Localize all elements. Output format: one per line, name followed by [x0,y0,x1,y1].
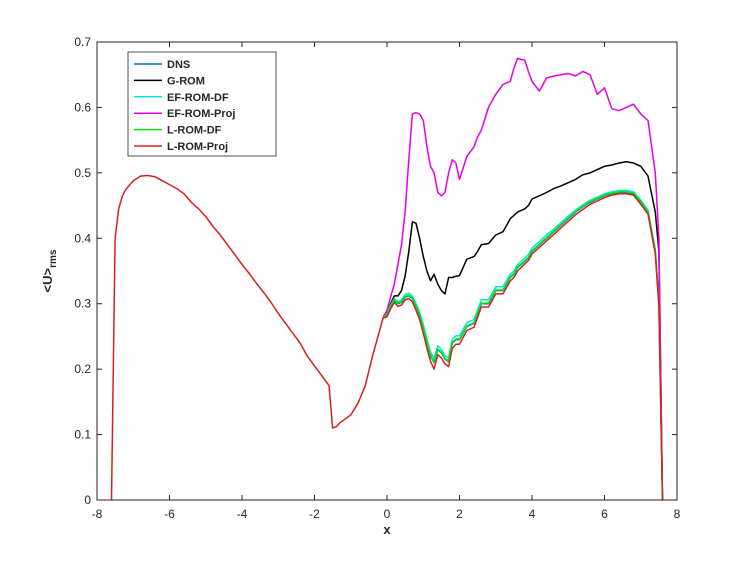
legend-label-l-rom-df: L-ROM-DF [167,125,222,137]
x-tick-label: 8 [674,507,681,521]
x-tick-label: 4 [529,507,536,521]
x-axis: -8 -6 -4 -2 0 2 4 6 8 [92,42,681,521]
legend-label-dns: DNS [167,59,190,71]
legend-box [127,51,277,157]
series-layer [110,57,664,501]
legend-label-ef-rom-proj: EF-ROM-Proj [167,108,235,120]
x-tick-label: 0 [384,507,391,521]
x-tick-label: 6 [601,507,608,521]
y-tick-label: 0.3 [74,297,91,311]
series-line-ef-rom-df [383,189,664,501]
x-tick-label: -8 [92,507,103,521]
y-tick-label: 0.5 [74,166,91,180]
y-tick-label: 0.7 [74,35,91,49]
legend-items: DNS G-ROM EF-ROM-DF EF-ROM-Proj L-ROM-DF L-RO… [134,59,235,153]
series-line-l-rom-proj [383,193,664,501]
y-tick-label: 0.6 [74,100,91,114]
series-line-ef-rom-proj [382,57,664,501]
y-tick-label: 0.4 [74,231,91,245]
legend-label-l-rom-proj: L-ROM-Proj [167,141,228,153]
x-tick-label: -4 [237,507,248,521]
series-line-g-rom [382,160,664,501]
x-axis-label: x [383,522,391,537]
y-axis-label-main: <U> [40,267,55,292]
series-line-l-rom-df [383,191,664,501]
legend-label-g-rom: G-ROM [167,75,205,87]
x-tick-label: -6 [164,507,175,521]
y-axis: 0 0.1 0.2 0.3 0.4 0.5 0.6 0.7 [74,35,677,507]
y-tick-label: 0.1 [74,428,91,442]
legend-label-ef-rom-df: EF-ROM-DF [167,92,229,104]
series-line-common-segment [110,174,385,501]
x-tick-label: 2 [456,507,463,521]
legend: DNS G-ROM EF-ROM-DF EF-ROM-Proj L-ROM-DF L-RO… [127,51,277,157]
y-axis-label-subscript: rms [48,249,59,268]
y-tick-label: 0.2 [74,362,91,376]
y-tick-label: 0 [84,493,91,507]
x-tick-label: -2 [309,507,320,521]
y-axis-label: <U>rms [40,249,59,292]
